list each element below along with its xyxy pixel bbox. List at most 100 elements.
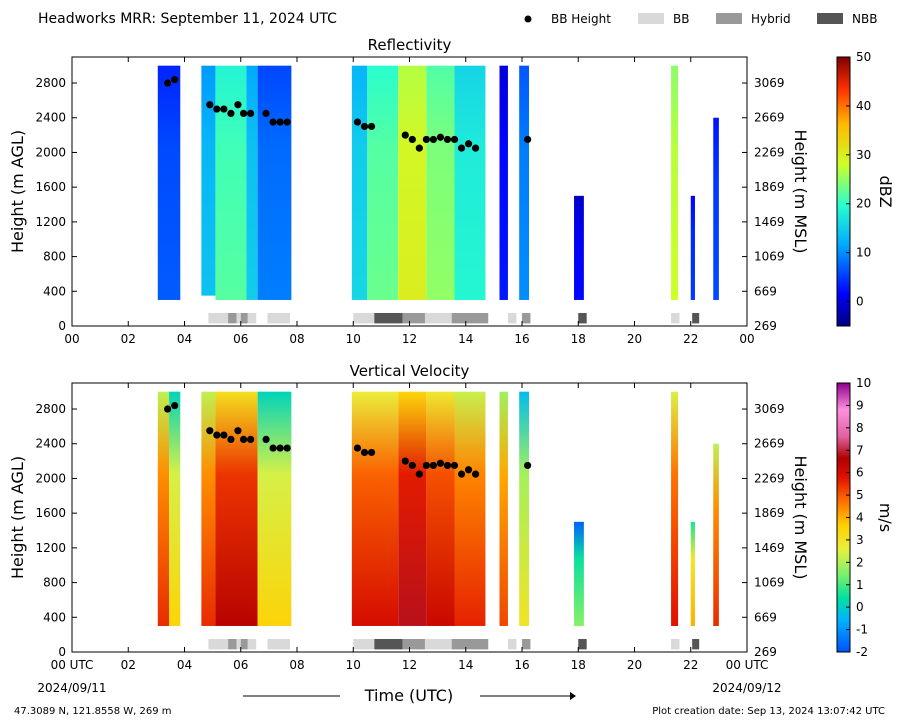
y-tick-label-right: 3069 bbox=[754, 76, 785, 90]
bb-height-points bbox=[164, 75, 532, 152]
bb-type-bar bbox=[424, 312, 452, 324]
bb-height-point bbox=[239, 435, 248, 444]
arrow-right-icon bbox=[570, 692, 576, 700]
y-tick-label-right: 2669 bbox=[754, 111, 785, 125]
bb-height-point bbox=[171, 401, 179, 410]
x-tick-label: 00 bbox=[64, 332, 79, 346]
x-tick-label: 00 UTC bbox=[51, 658, 94, 672]
bb-height-point bbox=[269, 118, 277, 126]
bb-height-point bbox=[269, 444, 277, 452]
bb-height-point bbox=[401, 131, 409, 139]
y-tick-label: 400 bbox=[43, 284, 66, 298]
y-tick-label: 1200 bbox=[35, 541, 66, 555]
bb-type-bar bbox=[208, 638, 229, 650]
echo-segment bbox=[201, 65, 216, 296]
echo-segment bbox=[713, 117, 719, 300]
legend-swatch-hybrid bbox=[716, 13, 742, 24]
figure-legend: BB Height BB Hybrid NBB bbox=[524, 12, 877, 26]
y-tick-label: 800 bbox=[43, 576, 66, 590]
bb-type-bar bbox=[578, 638, 587, 650]
echo-segment bbox=[519, 391, 530, 626]
colorbar-tick-label: 0 bbox=[856, 295, 864, 309]
bb-height-point bbox=[213, 105, 221, 113]
x-tick-label: 10 bbox=[346, 332, 361, 346]
bb-height-point bbox=[464, 140, 473, 148]
echo-segment bbox=[398, 65, 427, 300]
echo-segment bbox=[426, 391, 455, 626]
x-tick-label: 04 bbox=[177, 332, 192, 346]
legend-swatch-bb bbox=[638, 13, 664, 24]
bb-type-bar bbox=[247, 312, 257, 324]
bb-type-bar bbox=[247, 638, 257, 650]
echo-segments bbox=[157, 391, 719, 626]
bb-height-point bbox=[367, 448, 376, 457]
y-tick-label: 2000 bbox=[35, 145, 66, 159]
colorbar-tick-label: -1 bbox=[856, 623, 868, 637]
bb-height-points bbox=[164, 401, 532, 478]
colorbar-label: m/s bbox=[876, 503, 895, 532]
colorbar-tick-label: 10 bbox=[856, 246, 871, 260]
plot-creation-date: Plot creation date: Sep 13, 2024 13:07:4… bbox=[652, 706, 885, 717]
x-tick-label: 08 bbox=[289, 658, 304, 672]
echo-segment bbox=[519, 65, 530, 300]
y-tick-label: 2800 bbox=[35, 402, 66, 416]
x-tick-label: 06 bbox=[233, 658, 248, 672]
echo-segment bbox=[690, 195, 695, 300]
y-tick-label-right: 669 bbox=[754, 610, 777, 624]
bb-type-bars bbox=[208, 312, 700, 324]
y-tick-label-right: 1069 bbox=[754, 576, 785, 590]
y-tick-label: 2400 bbox=[35, 437, 66, 451]
x-tick-label: 16 bbox=[514, 658, 529, 672]
bb-height-point bbox=[415, 144, 423, 152]
colorbar: 0 10 20 30 40 50 dBZ bbox=[836, 50, 895, 327]
bb-height-point bbox=[262, 435, 270, 444]
echo-segment bbox=[454, 65, 486, 300]
bb-type-bar bbox=[236, 312, 241, 324]
y-tick-label-right: 669 bbox=[754, 284, 777, 298]
end-date: 2024/09/12 bbox=[712, 681, 781, 695]
start-date: 2024/09/11 bbox=[37, 681, 106, 695]
echo-segment bbox=[157, 65, 181, 300]
x-ticks: 00 UTC 02 04 06 08 10 12 14 16 18 20 22 00 UTC bbox=[51, 383, 768, 672]
bb-type-bar bbox=[353, 312, 375, 324]
echo-segment bbox=[169, 391, 181, 626]
y-ticks: 0 400 800 1200 1600 2000 2400 2800 bbox=[35, 402, 77, 659]
colorbar-tick-label: 1 bbox=[856, 578, 864, 592]
echo-segment bbox=[157, 391, 170, 626]
bb-height-point bbox=[443, 461, 452, 470]
y-tick-label-right: 1069 bbox=[754, 250, 785, 264]
x-tick-label: 12 bbox=[402, 332, 417, 346]
bb-height-point bbox=[457, 144, 466, 152]
y-tick-label-right: 1869 bbox=[754, 180, 785, 194]
echo-segment bbox=[398, 391, 427, 626]
bb-type-bar bbox=[240, 638, 248, 650]
colorbar-label: dBZ bbox=[876, 175, 895, 207]
bb-height-point bbox=[171, 75, 179, 84]
bb-type-bar bbox=[424, 638, 452, 650]
figure-title: Headworks MRR: September 11, 2024 UTC bbox=[38, 11, 337, 27]
colorbar-tick-label: 20 bbox=[856, 197, 871, 211]
colorbar-tick-label: 8 bbox=[856, 421, 864, 435]
echo-segment bbox=[574, 521, 584, 626]
bb-height-point bbox=[408, 135, 416, 144]
bb-type-bar bbox=[228, 312, 237, 324]
bb-type-bar bbox=[451, 312, 489, 324]
x-tick-label: 20 bbox=[627, 332, 642, 346]
bb-height-point bbox=[524, 461, 532, 470]
x-tick-label: 06 bbox=[233, 332, 248, 346]
bb-height-point bbox=[436, 459, 445, 467]
y-tick-label-right: 269 bbox=[754, 645, 777, 659]
bb-type-bar bbox=[236, 638, 241, 650]
y-tick-label: 2000 bbox=[35, 471, 66, 485]
bb-type-bar bbox=[692, 312, 700, 324]
x-tick-label: 00 bbox=[739, 332, 754, 346]
bb-type-bar bbox=[353, 638, 375, 650]
colorbar-tick-label: 10 bbox=[856, 376, 871, 390]
colorbar-tick-label: -2 bbox=[856, 645, 868, 659]
bb-height-point bbox=[450, 135, 459, 144]
y-tick-label: 1600 bbox=[35, 506, 66, 520]
bb-height-point bbox=[408, 461, 416, 470]
bb-type-bars bbox=[208, 638, 700, 650]
echo-segment bbox=[574, 195, 584, 300]
